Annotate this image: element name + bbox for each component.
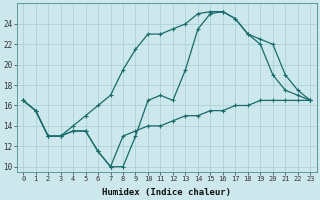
X-axis label: Humidex (Indice chaleur): Humidex (Indice chaleur) <box>102 188 231 197</box>
